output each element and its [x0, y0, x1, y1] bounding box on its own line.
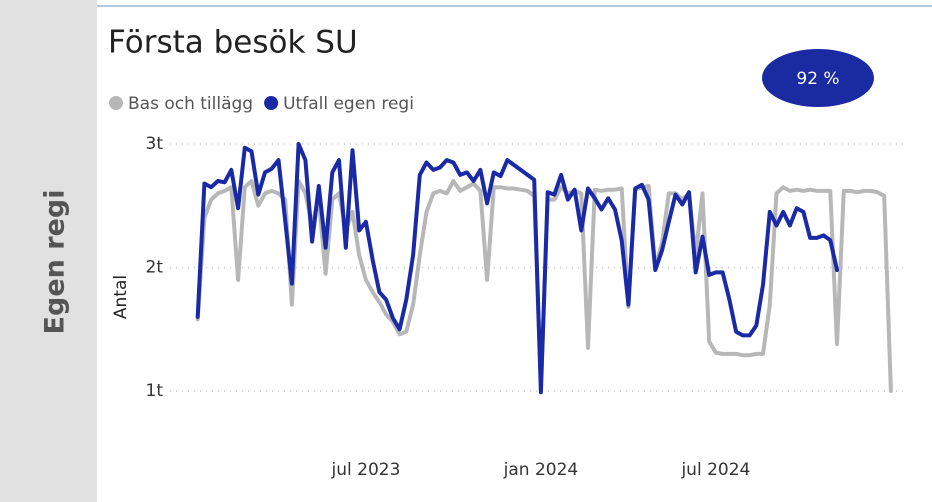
section-label: Egen regi [40, 190, 71, 335]
x-tick-label: jan 2024 [503, 460, 579, 480]
kpi-value: 92 % [796, 69, 839, 89]
chart-title: Första besök SU [108, 25, 358, 61]
x-tick-label: jul 2024 [680, 460, 750, 480]
kpi-badge [762, 49, 874, 107]
y-tick-label: 3t [146, 134, 164, 154]
side-panel [0, 0, 97, 502]
y-tick-label: 1t [146, 381, 164, 401]
legend-label: Utfall egen regi [283, 94, 414, 114]
x-tick-label: jul 2023 [331, 460, 401, 480]
y-tick-label: 2t [146, 258, 164, 278]
legend-marker [109, 96, 123, 110]
legend-label: Bas och tillägg [128, 94, 253, 114]
legend-marker [264, 96, 279, 110]
y-axis-label: Antal [111, 275, 131, 319]
series-line [195, 142, 839, 395]
